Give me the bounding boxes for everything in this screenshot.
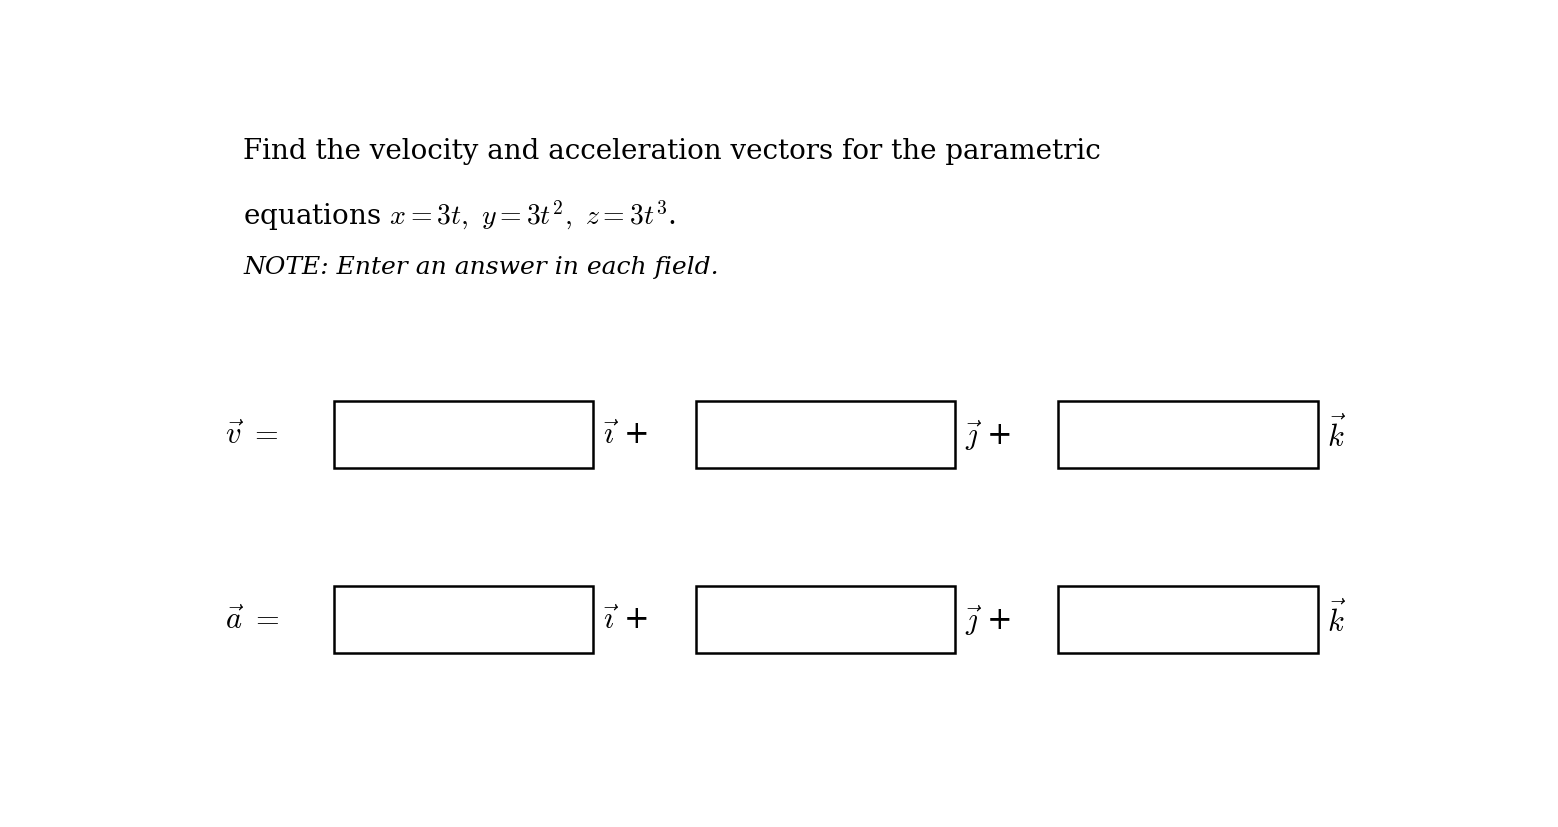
FancyBboxPatch shape	[333, 586, 594, 653]
Text: $\vec{k}$: $\vec{k}$	[1327, 417, 1346, 454]
Text: equations $x = 3t,\ y = 3t^2,\ z = 3t^3$.: equations $x = 3t,\ y = 3t^2,\ z = 3t^3$…	[243, 198, 676, 232]
Text: $\vec{\jmath}$ +: $\vec{\jmath}$ +	[964, 603, 1011, 637]
Text: $\vec{v}\ =$: $\vec{v}\ =$	[224, 419, 277, 451]
Text: $\vec{\jmath}$ +: $\vec{\jmath}$ +	[964, 418, 1011, 452]
FancyBboxPatch shape	[696, 402, 955, 469]
Text: $\vec{\imath}$ +: $\vec{\imath}$ +	[603, 605, 647, 635]
Text: $\vec{a}\ =$: $\vec{a}\ =$	[224, 605, 279, 635]
FancyBboxPatch shape	[696, 586, 955, 653]
Text: $\vec{\imath}$ +: $\vec{\imath}$ +	[603, 419, 647, 451]
Text: $\vec{k}$: $\vec{k}$	[1327, 601, 1346, 638]
Text: NOTE: Enter an answer in each field.: NOTE: Enter an answer in each field.	[243, 256, 718, 278]
FancyBboxPatch shape	[333, 402, 594, 469]
Text: Find the velocity and acceleration vectors for the parametric: Find the velocity and acceleration vecto…	[243, 137, 1102, 165]
FancyBboxPatch shape	[1058, 586, 1318, 653]
FancyBboxPatch shape	[1058, 402, 1318, 469]
